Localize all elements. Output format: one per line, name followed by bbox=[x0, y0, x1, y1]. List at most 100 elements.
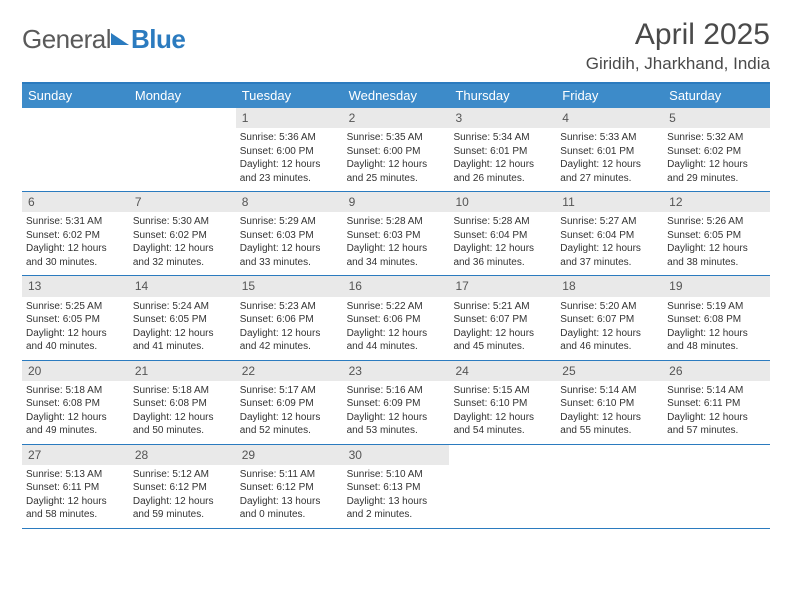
sunset-line: Sunset: 6:04 PM bbox=[560, 229, 659, 243]
calendar-cell: 20 Sunrise: 5:18 AMSunset: 6:08 PMDayligh… bbox=[22, 361, 129, 444]
daylight-line: Daylight: 12 hours and 48 minutes. bbox=[667, 327, 766, 354]
calendar-cell: 24Sunrise: 5:15 AMSunset: 6:10 PMDayligh… bbox=[449, 361, 556, 444]
calendar-cell: 1 Sunrise: 5:36 AMSunset: 6:00 PMDaylight… bbox=[236, 108, 343, 191]
daylight-line: Daylight: 12 hours and 59 minutes. bbox=[133, 495, 232, 522]
sunrise-line: Sunrise: 5:14 AM bbox=[667, 384, 766, 398]
day-number: 17 bbox=[449, 276, 556, 296]
sunrise-line: Sunrise: 5:31 AM bbox=[26, 215, 125, 229]
daylight-line: Daylight: 12 hours and 37 minutes. bbox=[560, 242, 659, 269]
daylight-line: Daylight: 12 hours and 40 minutes. bbox=[26, 327, 125, 354]
day-number: 10 bbox=[449, 192, 556, 212]
day-number: 5 bbox=[663, 108, 770, 128]
sunset-line: Sunset: 6:08 PM bbox=[133, 397, 232, 411]
sunset-line: Sunset: 6:02 PM bbox=[26, 229, 125, 243]
daylight-line: Daylight: 13 hours and 2 minutes. bbox=[347, 495, 446, 522]
sunset-line: Sunset: 6:05 PM bbox=[133, 313, 232, 327]
sunset-line: Sunset: 6:13 PM bbox=[347, 481, 446, 495]
sunset-line: Sunset: 6:05 PM bbox=[667, 229, 766, 243]
calendar: SundayMondayTuesdayWednesdayThursdayFrid… bbox=[22, 82, 770, 529]
daylight-line: Daylight: 12 hours and 45 minutes. bbox=[453, 327, 552, 354]
daylight-line: Daylight: 13 hours and 0 minutes. bbox=[240, 495, 339, 522]
sunset-line: Sunset: 6:08 PM bbox=[26, 397, 125, 411]
sunset-line: Sunset: 6:01 PM bbox=[560, 145, 659, 159]
sunrise-line: Sunrise: 5:23 AM bbox=[240, 300, 339, 314]
calendar-cell: 28 Sunrise: 5:12 AMSunset: 6:12 PMDayligh… bbox=[129, 445, 236, 528]
sunrise-line: Sunrise: 5:21 AM bbox=[453, 300, 552, 314]
daylight-line: Daylight: 12 hours and 42 minutes. bbox=[240, 327, 339, 354]
calendar-cell: 29Sunrise: 5:11 AMSunset: 6:12 PMDayligh… bbox=[236, 445, 343, 528]
calendar-cell: 17Sunrise: 5:21 AMSunset: 6:07 PMDayligh… bbox=[449, 276, 556, 359]
sunrise-line: Sunrise: 5:14 AM bbox=[560, 384, 659, 398]
calendar-cell: 13Sunrise: 5:25 AMSunset: 6:05 PMDayligh… bbox=[22, 276, 129, 359]
day-number: 1 bbox=[236, 108, 343, 128]
sunset-line: Sunset: 6:07 PM bbox=[560, 313, 659, 327]
calendar-cell: 15Sunrise: 5:23 AMSunset: 6:06 PMDayligh… bbox=[236, 276, 343, 359]
weekday-label: Sunday bbox=[22, 84, 129, 108]
calendar-cell: 10Sunrise: 5:28 AMSunset: 6:04 PMDayligh… bbox=[449, 192, 556, 275]
daylight-line: Daylight: 12 hours and 44 minutes. bbox=[347, 327, 446, 354]
day-number: 7 bbox=[129, 192, 236, 212]
daylight-line: Daylight: 12 hours and 52 minutes. bbox=[240, 411, 339, 438]
sunrise-line: Sunrise: 5:28 AM bbox=[347, 215, 446, 229]
daylight-line: Daylight: 12 hours and 53 minutes. bbox=[347, 411, 446, 438]
sunset-line: Sunset: 6:02 PM bbox=[667, 145, 766, 159]
header: General Blue April 2025 Giridih, Jharkha… bbox=[22, 18, 770, 74]
sunrise-line: Sunrise: 5:18 AM bbox=[26, 384, 125, 398]
calendar-cell bbox=[22, 108, 129, 191]
day-number: 27 bbox=[22, 445, 129, 465]
day-number: 24 bbox=[449, 361, 556, 381]
daylight-line: Daylight: 12 hours and 23 minutes. bbox=[240, 158, 339, 185]
calendar-cell: 7Sunrise: 5:30 AMSunset: 6:02 PMDaylight… bbox=[129, 192, 236, 275]
calendar-cell: 6Sunrise: 5:31 AMSunset: 6:02 PMDaylight… bbox=[22, 192, 129, 275]
day-number: 21 bbox=[129, 361, 236, 381]
day-number: 25 bbox=[556, 361, 663, 381]
sunset-line: Sunset: 6:00 PM bbox=[240, 145, 339, 159]
sunset-line: Sunset: 6:11 PM bbox=[26, 481, 125, 495]
calendar-cell: 2Sunrise: 5:35 AMSunset: 6:00 PMDaylight… bbox=[343, 108, 450, 191]
daylight-line: Daylight: 12 hours and 55 minutes. bbox=[560, 411, 659, 438]
day-number: 16 bbox=[343, 276, 450, 296]
sunset-line: Sunset: 6:00 PM bbox=[347, 145, 446, 159]
calendar-cell: 18Sunrise: 5:20 AMSunset: 6:07 PMDayligh… bbox=[556, 276, 663, 359]
day-number: 4 bbox=[556, 108, 663, 128]
calendar-cell bbox=[663, 445, 770, 528]
weekday-label: Wednesday bbox=[343, 84, 450, 108]
daylight-line: Daylight: 12 hours and 50 minutes. bbox=[133, 411, 232, 438]
calendar-cell bbox=[556, 445, 663, 528]
weekday-label: Thursday bbox=[449, 84, 556, 108]
sunrise-line: Sunrise: 5:36 AM bbox=[240, 131, 339, 145]
calendar-cell: 26Sunrise: 5:14 AMSunset: 6:11 PMDayligh… bbox=[663, 361, 770, 444]
day-number: 20 bbox=[22, 361, 129, 381]
daylight-line: Daylight: 12 hours and 34 minutes. bbox=[347, 242, 446, 269]
calendar-cell: 19Sunrise: 5:19 AMSunset: 6:08 PMDayligh… bbox=[663, 276, 770, 359]
sunset-line: Sunset: 6:10 PM bbox=[453, 397, 552, 411]
sunset-line: Sunset: 6:04 PM bbox=[453, 229, 552, 243]
sunrise-line: Sunrise: 5:12 AM bbox=[133, 468, 232, 482]
daylight-line: Daylight: 12 hours and 25 minutes. bbox=[347, 158, 446, 185]
sunset-line: Sunset: 6:01 PM bbox=[453, 145, 552, 159]
calendar-cell: 4Sunrise: 5:33 AMSunset: 6:01 PMDaylight… bbox=[556, 108, 663, 191]
daylight-line: Daylight: 12 hours and 36 minutes. bbox=[453, 242, 552, 269]
sunset-line: Sunset: 6:12 PM bbox=[240, 481, 339, 495]
sunset-line: Sunset: 6:12 PM bbox=[133, 481, 232, 495]
weekday-label: Saturday bbox=[663, 84, 770, 108]
sunrise-line: Sunrise: 5:29 AM bbox=[240, 215, 339, 229]
sunrise-line: Sunrise: 5:17 AM bbox=[240, 384, 339, 398]
calendar-cell: 30Sunrise: 5:10 AMSunset: 6:13 PMDayligh… bbox=[343, 445, 450, 528]
sunset-line: Sunset: 6:03 PM bbox=[240, 229, 339, 243]
sunrise-line: Sunrise: 5:32 AM bbox=[667, 131, 766, 145]
sunrise-line: Sunrise: 5:16 AM bbox=[347, 384, 446, 398]
sunset-line: Sunset: 6:09 PM bbox=[347, 397, 446, 411]
sunrise-line: Sunrise: 5:10 AM bbox=[347, 468, 446, 482]
sunrise-line: Sunrise: 5:15 AM bbox=[453, 384, 552, 398]
calendar-cell: 8Sunrise: 5:29 AMSunset: 6:03 PMDaylight… bbox=[236, 192, 343, 275]
daylight-line: Daylight: 12 hours and 49 minutes. bbox=[26, 411, 125, 438]
calendar-week: 1Sunrise: 5:36 AMSunset: 6:00 PMDaylight… bbox=[22, 108, 770, 192]
day-number: 28 bbox=[129, 445, 236, 465]
month-title: April 2025 bbox=[586, 18, 770, 52]
daylight-line: Daylight: 12 hours and 27 minutes. bbox=[560, 158, 659, 185]
calendar-cell: 27Sunrise: 5:13 AMSunset: 6:11 PMDayligh… bbox=[22, 445, 129, 528]
calendar-cell: 5Sunrise: 5:32 AMSunset: 6:02 PMDaylight… bbox=[663, 108, 770, 191]
title-block: April 2025 Giridih, Jharkhand, India bbox=[586, 18, 770, 74]
day-number: 11 bbox=[556, 192, 663, 212]
